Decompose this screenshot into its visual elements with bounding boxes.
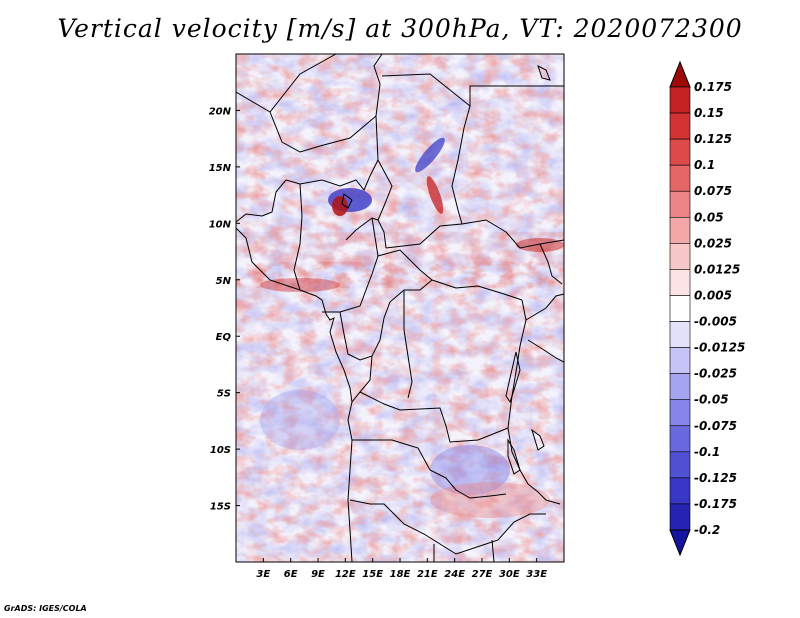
colorbar-swatch	[669, 216, 691, 244]
colorbar-level-label: -0.2	[694, 523, 720, 537]
atlantic-subsidence-patch	[260, 390, 340, 450]
coastal-ascent-patch	[260, 278, 340, 292]
velocity-field-map	[236, 54, 564, 562]
lon-tick-label: 30E	[499, 569, 520, 580]
lon-tick-label: 9E	[311, 569, 325, 580]
colorbar-level-label: 0.175	[694, 80, 732, 94]
colorbar-level-label: -0.025	[694, 367, 737, 381]
plot-title: Vertical velocity [m/s] at 300hPa, VT: 2…	[57, 14, 743, 43]
sahel-ascent-band	[236, 232, 564, 266]
convective-ascent-cell	[332, 196, 348, 216]
colorbar-swatch	[669, 269, 691, 296]
colorbar-swatch	[669, 112, 691, 140]
colorbar-swatch	[669, 477, 691, 505]
colorbar-level-label: 0.005	[694, 288, 732, 302]
lat-tick-label: 15S	[210, 502, 231, 513]
colorbar-top-arrow	[669, 60, 691, 88]
colorbar-swatch	[669, 321, 691, 348]
colorbar-level-label: 0.025	[694, 236, 732, 250]
lon-tick-label: 18E	[390, 569, 411, 580]
lat-tick-label: 5N	[216, 276, 232, 287]
latitude-axis: 20N 15N 10N 5N EQ 5S 10S 15S	[209, 106, 240, 513]
lat-tick-label: 15N	[209, 163, 232, 174]
colorbar-level-label: 0.125	[694, 132, 732, 146]
colorbar-level-label: -0.1	[694, 445, 720, 459]
subsidence-streak	[415, 137, 445, 173]
colorbar-level-label: 0.0125	[694, 262, 740, 276]
colorbar-level-label: -0.125	[694, 471, 737, 485]
colorbar-swatch	[669, 86, 691, 114]
country-borders	[236, 54, 564, 562]
colorbar-bottom-arrow	[669, 529, 691, 557]
lat-tick-label: 20N	[209, 106, 232, 117]
colorbar-swatch	[669, 138, 691, 166]
colorbar-swatch	[669, 190, 691, 218]
colorbar-level-label: -0.075	[694, 419, 737, 433]
colorbar-swatch	[669, 243, 691, 270]
longitude-axis: 3E 6E 9E 12E 15E 18E 21E 24E 27E 30E 33E	[256, 558, 547, 580]
colorbar-level-label: -0.175	[694, 497, 737, 511]
colorbar-swatch	[669, 164, 691, 192]
ascent-streak	[426, 176, 444, 214]
itcz-ascent-band	[236, 262, 564, 288]
colorbar-swatch	[669, 347, 691, 374]
lon-tick-label: 33E	[526, 569, 547, 580]
colorbar-level-label: 0.05	[694, 210, 724, 224]
colorbar-level-label: 0.075	[694, 184, 732, 198]
lon-tick-label: 6E	[284, 569, 298, 580]
colorbar-swatch	[669, 295, 691, 322]
lat-tick-label: 10N	[209, 219, 232, 230]
colorbar: 0.175 0.15 0.125 0.1 0.075 0.05 0.025 0.0125 0.0…	[669, 60, 745, 557]
colorbar-swatch	[669, 503, 691, 531]
colorbar-swatch	[669, 373, 691, 401]
colorbar-level-label: -0.0125	[694, 341, 745, 355]
colorbar-level-label: -0.005	[694, 315, 737, 329]
lon-tick-label: 15E	[362, 569, 383, 580]
colorbar-swatch	[669, 425, 691, 453]
lat-tick-label: EQ	[216, 332, 232, 343]
lon-tick-label: 27E	[472, 569, 493, 580]
colorbar-level-label: 0.15	[694, 106, 724, 120]
field-ascent-texture	[236, 54, 564, 562]
lon-tick-label: 21E	[417, 569, 438, 580]
lat-tick-label: 5S	[217, 389, 231, 400]
colorbar-level-label: 0.1	[694, 158, 715, 172]
lon-tick-label: 12E	[335, 569, 356, 580]
lon-tick-label: 3E	[256, 569, 270, 580]
lat-tick-label: 10S	[210, 445, 231, 456]
credit-label: GrADS: IGES/COLA	[4, 604, 87, 613]
colorbar-level-label: -0.05	[694, 393, 729, 407]
lon-tick-label: 24E	[444, 569, 465, 580]
colorbar-swatch	[669, 399, 691, 427]
southern-ascent-patch	[430, 482, 550, 518]
colorbar-swatch	[669, 451, 691, 479]
